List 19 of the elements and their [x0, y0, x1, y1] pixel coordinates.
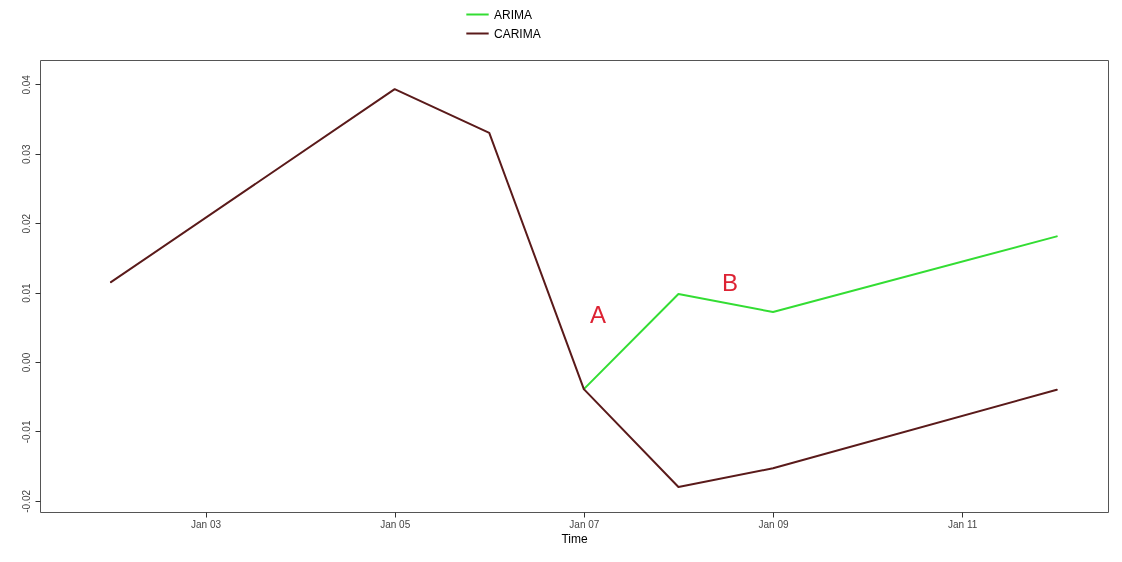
- x-axis-title: Time: [561, 531, 588, 546]
- y-tick-label: -0.02: [20, 489, 32, 513]
- y-tick-label: 0.03: [20, 144, 32, 164]
- y-tick-label: 0.04: [20, 74, 32, 95]
- x-tick-label: Jan 11: [948, 518, 978, 530]
- annotation: A: [589, 301, 607, 328]
- x-tick-label: Jan 03: [191, 518, 222, 530]
- y-tick-label: 0.01: [20, 282, 32, 303]
- y-tick-label: -0.01: [20, 420, 32, 444]
- x-tick-label: Jan 09: [758, 518, 789, 530]
- x-tick-label: Jan 07: [569, 518, 600, 530]
- y-tick-label: 0.00: [20, 352, 32, 373]
- legend-label: ARIMA: [494, 7, 533, 22]
- annotation: B: [721, 269, 739, 296]
- y-tick-label: 0.02: [20, 213, 32, 234]
- legend-label: CARIMA: [494, 26, 541, 41]
- line-series: [582, 235, 1058, 391]
- line-series: [109, 88, 1058, 489]
- x-tick-label: Jan 05: [380, 518, 411, 530]
